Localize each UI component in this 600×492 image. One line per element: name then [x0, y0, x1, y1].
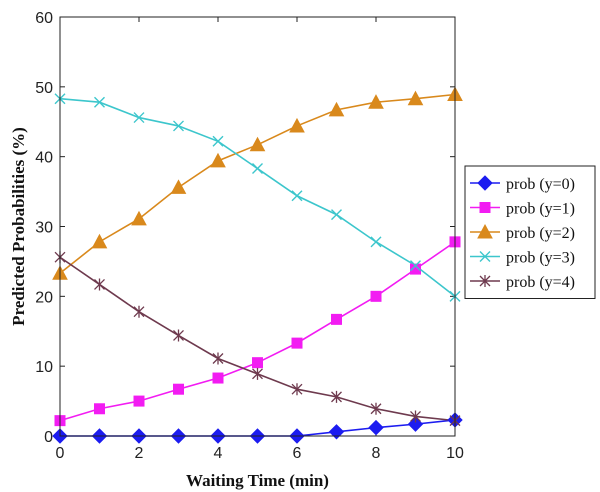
data-point-y2	[289, 117, 305, 133]
data-point-y3	[291, 190, 303, 202]
y-tick-label: 30	[35, 220, 53, 237]
data-point-y2	[249, 136, 266, 152]
data-point-y1	[252, 357, 263, 369]
x-tick-label: 10	[446, 445, 464, 462]
legend-entry: prob (y=0)	[506, 176, 575, 193]
legend-marker	[477, 175, 493, 191]
data-point-y1	[133, 395, 145, 407]
data-point-y3	[173, 120, 184, 132]
data-point-y4	[252, 367, 263, 380]
data-point-y3	[133, 112, 145, 124]
data-point-y1	[291, 337, 303, 349]
y-axis-label: Predicted Probabilities (%)	[9, 127, 28, 326]
x-tick-label: 2	[135, 445, 144, 462]
data-point-y2	[407, 90, 424, 106]
data-point-y3	[331, 209, 342, 221]
legend-entry: prob (y=4)	[506, 274, 575, 291]
y-tick-label: 0	[44, 429, 53, 446]
data-point-y2	[170, 179, 187, 194]
data-point-y0	[368, 419, 384, 436]
y-tick-label: 20	[35, 289, 53, 306]
x-tick-label: 4	[214, 445, 223, 462]
x-axis-label: Waiting Time (min)	[186, 471, 329, 490]
x-tick-label: 6	[293, 445, 302, 462]
data-point-y3	[212, 135, 224, 147]
data-point-y1	[94, 403, 105, 415]
y-tick-label: 50	[35, 80, 53, 97]
series-line-y2	[59, 93, 456, 274]
data-point-y2	[328, 101, 345, 117]
data-point-y1	[331, 313, 342, 325]
data-point-y3	[370, 236, 382, 248]
legend-entry: prob (y=1)	[506, 201, 575, 218]
legend-entry: prob (y=3)	[506, 250, 575, 267]
data-point-y3	[410, 260, 421, 272]
x-tick-label: 0	[56, 445, 65, 462]
data-point-y2	[210, 152, 226, 168]
series-markers	[52, 86, 463, 444]
data-point-y4	[370, 402, 382, 415]
legend: prob (y=0) prob (y=1) prob (y=2) prob (y=3)…	[464, 165, 596, 299]
data-point-y1	[370, 290, 382, 302]
data-point-y4	[133, 305, 145, 318]
x-axis-ticks: 0 2 4 6 8 10	[56, 17, 464, 462]
data-point-y3	[94, 96, 105, 108]
data-point-y4	[331, 390, 342, 403]
y-axis-ticks: 0 10 20 30 40 50 60	[35, 10, 455, 446]
y-tick-label: 60	[35, 10, 53, 27]
data-point-y4	[173, 329, 184, 342]
data-point-y1	[173, 383, 184, 395]
data-point-y0	[328, 424, 345, 440]
data-point-y3	[252, 163, 263, 175]
data-point-y4	[410, 410, 421, 423]
data-point-y4	[94, 278, 105, 291]
data-point-y1	[212, 372, 224, 384]
data-point-y4	[212, 352, 224, 365]
data-point-y2	[368, 94, 384, 109]
x-tick-label: 8	[372, 445, 381, 462]
data-point-y4	[291, 383, 303, 396]
plot-frame	[59, 16, 456, 437]
data-point-y1	[410, 263, 421, 275]
series-line-y4	[59, 256, 456, 422]
data-point-y2	[91, 233, 108, 249]
series-line-y3	[59, 97, 456, 297]
data-point-y2	[131, 210, 147, 226]
legend-marker	[479, 275, 491, 287]
legend-marker	[477, 223, 493, 239]
legend-entry: prob (y=2)	[506, 225, 575, 242]
y-tick-label: 10	[35, 359, 53, 376]
legend-marker	[479, 202, 491, 213]
series-line-y1	[59, 241, 456, 422]
legend-marker	[479, 251, 491, 262]
y-tick-label: 40	[35, 150, 53, 167]
